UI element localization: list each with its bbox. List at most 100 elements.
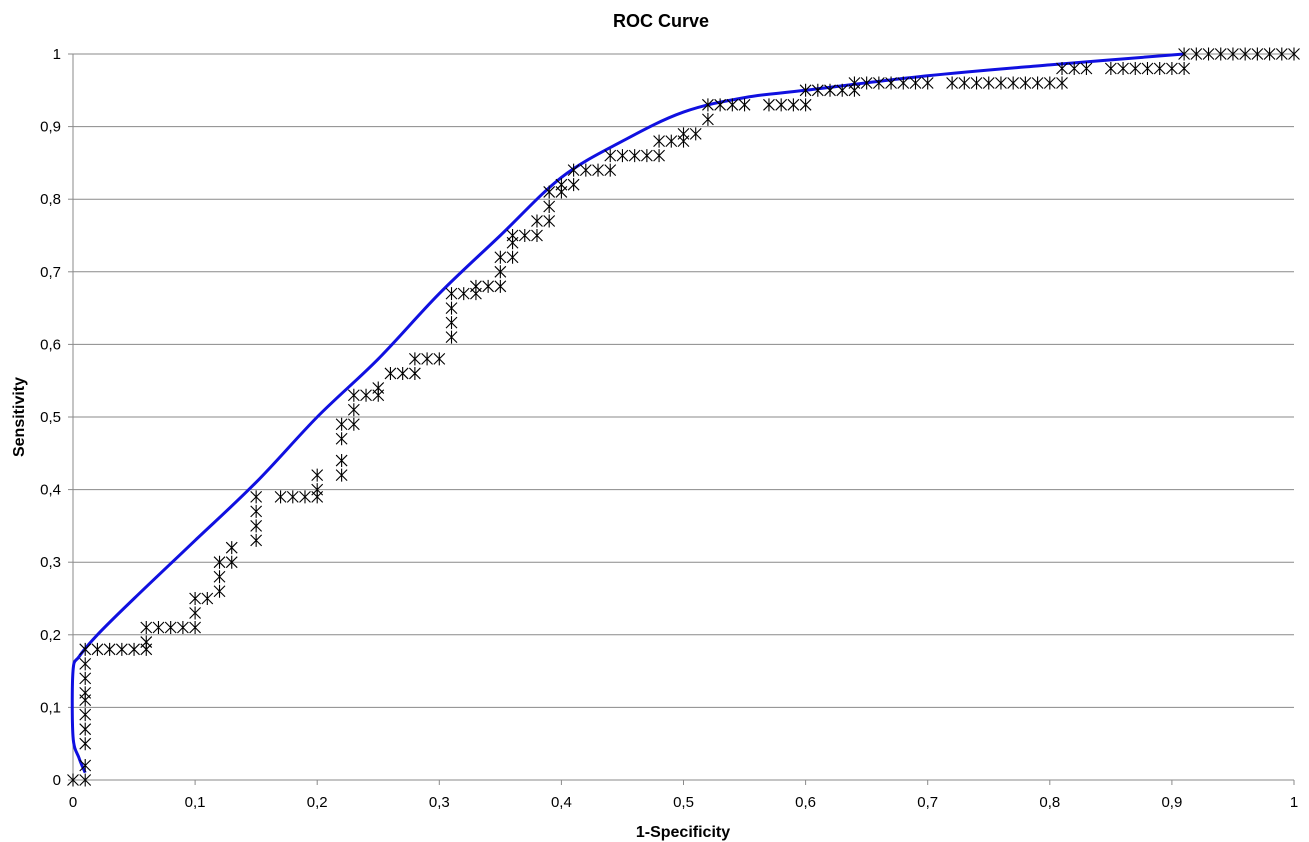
chart-title: ROC Curve: [613, 11, 709, 31]
roc-point-marker: [201, 592, 214, 605]
roc-point-marker: [824, 83, 836, 97]
roc-point-marker: [640, 149, 653, 163]
roc-point-marker: [531, 229, 543, 242]
roc-point-marker: [604, 163, 617, 177]
roc-point-marker: [494, 250, 507, 264]
roc-point-marker: [115, 642, 128, 656]
y-tick-label: 0,5: [40, 409, 61, 426]
roc-point-marker: [799, 98, 812, 112]
roc-point-marker: [604, 149, 617, 163]
roc-point-marker: [250, 519, 263, 533]
roc-point-marker: [592, 163, 604, 177]
x-tick-label: 0,3: [429, 794, 450, 811]
roc-point-marker: [872, 76, 885, 90]
roc-point-marker: [79, 758, 92, 772]
roc-point-marker: [457, 287, 470, 301]
roc-point-marker: [250, 504, 263, 518]
x-tick-label: 0: [69, 794, 77, 811]
roc-point-marker: [347, 388, 360, 402]
roc-point-marker: [1068, 62, 1081, 76]
roc-point-marker: [579, 163, 592, 177]
y-tick-label: 0,1: [40, 699, 61, 716]
roc-point-marker: [225, 541, 238, 555]
roc-point-marker: [799, 83, 812, 97]
y-tick-label: 0: [53, 772, 61, 789]
roc-point-marker: [1275, 47, 1288, 61]
x-tick-label: 0,9: [1161, 794, 1182, 811]
roc-point-marker: [506, 250, 519, 264]
roc-point-marker: [445, 287, 458, 301]
roc-point-marker: [543, 185, 556, 199]
roc-point-marker: [408, 352, 421, 366]
roc-point-marker: [79, 737, 92, 751]
roc-point-marker: [1129, 62, 1142, 76]
roc-point-marker: [946, 76, 959, 90]
roc-point-marker: [543, 199, 556, 213]
roc-point-marker: [775, 98, 788, 112]
roc-point-marker: [1141, 62, 1154, 76]
roc-point-marker: [189, 592, 201, 605]
roc-point-marker: [274, 490, 287, 504]
roc-point-marker: [555, 178, 568, 192]
roc-point-marker: [1104, 62, 1117, 76]
roc-point-marker: [1288, 47, 1300, 61]
roc-point-marker: [665, 134, 678, 148]
roc-point-marker: [421, 352, 433, 366]
roc-point-marker: [653, 134, 665, 148]
roc-point-marker: [1117, 62, 1129, 76]
axes: [68, 53, 1295, 785]
roc-point-marker: [79, 686, 92, 700]
roc-point-marker: [543, 214, 556, 228]
roc-point-marker: [1080, 62, 1093, 76]
roc-point-marker: [335, 454, 348, 468]
roc-point-marker: [140, 635, 153, 649]
roc-point-marker: [1007, 76, 1020, 90]
roc-point-marker: [103, 642, 116, 656]
roc-point-marker: [79, 722, 92, 736]
roc-point-marker: [1190, 47, 1203, 61]
roc-point-marker: [79, 773, 92, 787]
x-tick-label: 0,8: [1039, 794, 1060, 811]
roc-point-marker: [616, 149, 629, 163]
roc-point-marker: [628, 149, 641, 163]
roc-point-marker: [1043, 76, 1056, 90]
roc-point-marker: [860, 76, 873, 90]
roc-point-marker: [213, 555, 226, 569]
roc-point-marker: [1166, 62, 1178, 76]
roc-point-marker: [1239, 47, 1252, 61]
roc-point-marker: [738, 98, 751, 112]
roc-point-marker: [335, 432, 348, 446]
roc-point-marker: [299, 490, 311, 504]
fitted-roc-curve: [70, 52, 1185, 774]
roc-point-marker: [1056, 62, 1068, 76]
roc-point-marker: [67, 773, 79, 787]
roc-point-marker: [79, 657, 92, 671]
y-axis-tick-labels: 0 0,1 0,2 0,3 0,4 0,5 0,6 0,7 0,8 0,9 1: [40, 46, 61, 789]
roc-point-marker: [408, 366, 421, 380]
y-tick-label: 0,9: [40, 119, 61, 136]
x-tick-label: 0,1: [185, 794, 206, 811]
roc-point-marker: [567, 178, 580, 192]
roc-point-marker: [909, 76, 922, 90]
roc-point-marker: [1214, 47, 1227, 61]
roc-point-marker: [494, 279, 507, 293]
roc-point-marker: [1019, 76, 1032, 90]
y-tick-label: 1: [53, 46, 61, 63]
roc-point-marker: [286, 490, 299, 504]
roc-point-marker: [91, 642, 104, 656]
roc-point-marker: [189, 606, 201, 620]
roc-point-marker: [213, 570, 226, 584]
roc-point-marker: [1251, 47, 1264, 61]
roc-point-marker: [567, 163, 580, 177]
y-tick-label: 0,8: [40, 191, 61, 208]
roc-point-marker: [506, 229, 519, 242]
roc-point-marker: [885, 76, 897, 90]
roc-point-marker: [482, 279, 495, 293]
roc-point-marker: [347, 417, 360, 431]
roc-point-marker: [213, 584, 226, 598]
roc-point-marker: [152, 621, 165, 635]
roc-point-marker: [335, 468, 348, 482]
roc-point-marker: [79, 671, 92, 685]
roc-point-marker: [970, 76, 983, 90]
